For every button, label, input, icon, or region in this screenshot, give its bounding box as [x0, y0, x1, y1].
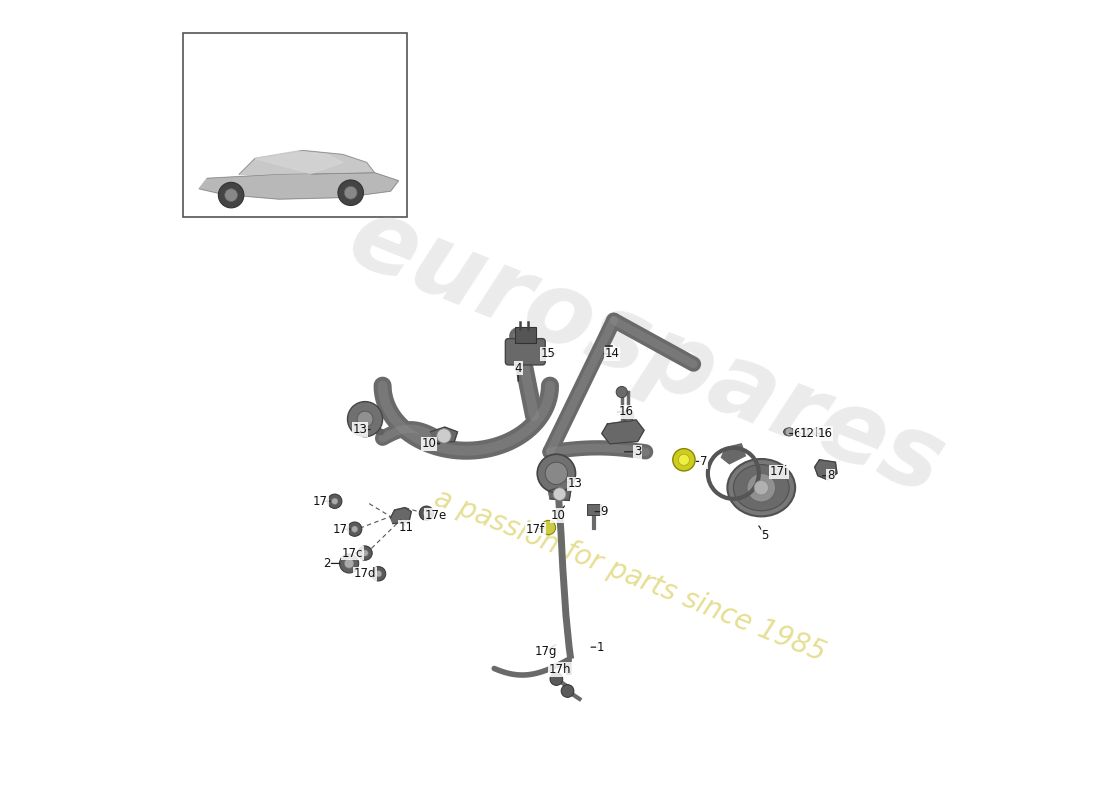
- Circle shape: [419, 506, 433, 520]
- Circle shape: [424, 510, 430, 516]
- Ellipse shape: [727, 459, 795, 516]
- Text: 17: 17: [312, 494, 328, 508]
- Text: 3: 3: [634, 446, 641, 458]
- Text: 4: 4: [515, 362, 521, 374]
- Polygon shape: [602, 420, 645, 444]
- Circle shape: [800, 428, 807, 436]
- Text: 8: 8: [827, 470, 834, 482]
- Text: 17c: 17c: [342, 546, 363, 559]
- Circle shape: [679, 454, 690, 466]
- Text: 13: 13: [353, 423, 367, 436]
- Text: 2: 2: [323, 557, 330, 570]
- Circle shape: [541, 520, 556, 534]
- Text: 10: 10: [550, 509, 565, 522]
- Text: 12: 12: [800, 427, 815, 440]
- Text: 17h: 17h: [549, 663, 572, 676]
- Circle shape: [224, 189, 238, 202]
- Circle shape: [755, 481, 769, 495]
- FancyBboxPatch shape: [515, 327, 536, 343]
- Circle shape: [747, 474, 776, 502]
- Circle shape: [553, 488, 565, 501]
- Circle shape: [616, 386, 627, 398]
- Text: 11: 11: [399, 521, 414, 534]
- Text: 9: 9: [601, 505, 608, 518]
- Circle shape: [331, 498, 338, 505]
- Circle shape: [348, 522, 362, 536]
- Circle shape: [623, 410, 634, 422]
- Text: 5: 5: [761, 529, 769, 542]
- Circle shape: [362, 550, 369, 556]
- Circle shape: [550, 673, 563, 686]
- Ellipse shape: [798, 428, 810, 436]
- Text: 7: 7: [700, 455, 707, 468]
- Polygon shape: [815, 460, 837, 480]
- Ellipse shape: [734, 465, 789, 511]
- FancyBboxPatch shape: [586, 504, 601, 515]
- Text: 14: 14: [605, 347, 619, 360]
- Circle shape: [813, 428, 821, 436]
- Polygon shape: [722, 444, 746, 464]
- Polygon shape: [255, 151, 343, 174]
- Circle shape: [561, 685, 574, 698]
- Ellipse shape: [812, 428, 823, 436]
- Circle shape: [352, 526, 358, 532]
- Polygon shape: [199, 173, 398, 199]
- Text: 1: 1: [596, 641, 604, 654]
- Text: 17i: 17i: [770, 466, 788, 478]
- Ellipse shape: [783, 428, 794, 436]
- Circle shape: [546, 462, 568, 485]
- Circle shape: [344, 186, 358, 199]
- Text: 17: 17: [333, 522, 348, 536]
- Circle shape: [437, 429, 451, 443]
- Circle shape: [375, 570, 382, 577]
- Text: 17f: 17f: [526, 522, 546, 536]
- Circle shape: [537, 454, 575, 493]
- Bar: [184, 34, 407, 217]
- Text: a passion for parts since 1985: a passion for parts since 1985: [430, 484, 829, 667]
- Polygon shape: [549, 488, 571, 501]
- Text: 17d: 17d: [354, 567, 376, 580]
- Polygon shape: [430, 427, 458, 443]
- Text: 15: 15: [541, 347, 556, 360]
- Circle shape: [785, 428, 793, 436]
- Circle shape: [358, 546, 372, 560]
- Circle shape: [219, 182, 244, 208]
- Circle shape: [673, 449, 695, 471]
- Text: 17g: 17g: [535, 645, 558, 658]
- Text: eurospares: eurospares: [334, 189, 957, 516]
- FancyBboxPatch shape: [505, 338, 546, 365]
- Circle shape: [338, 180, 363, 206]
- Text: 13: 13: [568, 478, 583, 490]
- Text: 6: 6: [793, 427, 801, 440]
- Text: 10: 10: [421, 438, 437, 450]
- Polygon shape: [390, 508, 411, 523]
- Circle shape: [358, 411, 373, 427]
- Circle shape: [340, 554, 359, 573]
- Circle shape: [372, 566, 386, 581]
- Text: 16: 16: [817, 427, 833, 440]
- Text: 17e: 17e: [425, 509, 447, 522]
- Circle shape: [344, 558, 354, 568]
- Circle shape: [348, 402, 383, 437]
- Text: 16: 16: [619, 406, 634, 418]
- Polygon shape: [239, 150, 375, 174]
- Circle shape: [328, 494, 342, 509]
